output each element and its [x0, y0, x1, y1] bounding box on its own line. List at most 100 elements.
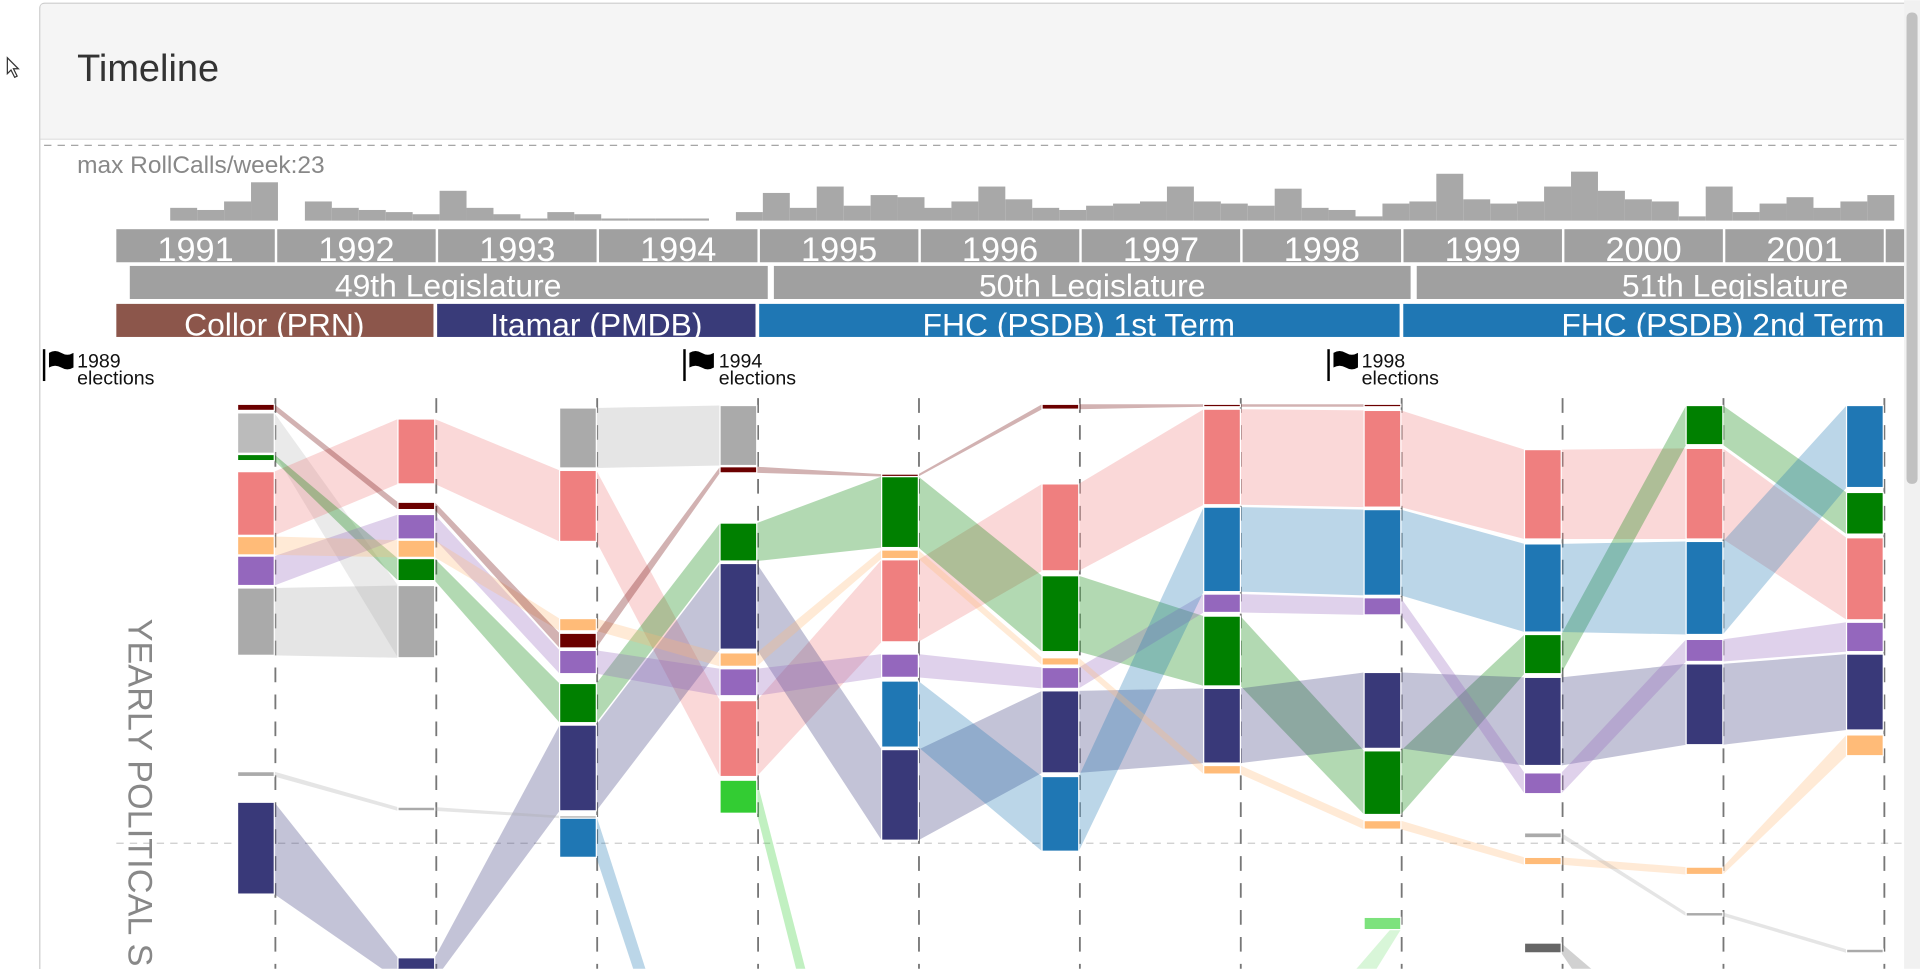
party-block	[236, 453, 275, 462]
party-block	[881, 559, 919, 643]
election-marker: 1998 elections	[1327, 349, 1439, 390]
party-flow	[236, 404, 1884, 816]
flag	[1333, 351, 1358, 370]
flow-band	[918, 483, 1043, 642]
party-block	[1363, 508, 1402, 596]
flow-band	[918, 690, 1043, 841]
party-block	[1523, 942, 1562, 954]
party-block	[881, 748, 919, 841]
flow-band	[596, 563, 720, 811]
legislature-label: 50th Legislature	[979, 268, 1205, 304]
year-label: 1992	[318, 231, 394, 269]
histogram-bar	[1705, 186, 1733, 221]
flow-band	[1400, 509, 1525, 633]
flow-band	[274, 771, 398, 811]
flow-band	[434, 418, 560, 542]
party-block	[881, 473, 919, 478]
president-label: Collor (PRN)	[184, 307, 364, 343]
party-flow	[881, 404, 1884, 852]
party-block	[558, 632, 597, 649]
party-block	[1845, 948, 1884, 954]
year-box	[920, 229, 1080, 263]
party-block	[1845, 653, 1884, 731]
histogram-bar	[1840, 201, 1868, 221]
flow-band	[274, 514, 398, 586]
histogram-bar	[1247, 205, 1275, 221]
flow-band	[1078, 657, 1204, 775]
histogram-bar	[1355, 216, 1383, 221]
histogram-bar	[843, 205, 871, 221]
flow-band	[756, 654, 882, 696]
year-box	[1242, 229, 1402, 263]
histogram-bar	[331, 207, 359, 221]
party-block	[1523, 676, 1562, 767]
flow-band	[1078, 594, 1204, 689]
histogram-bar	[170, 207, 198, 221]
flow-band	[1240, 672, 1365, 764]
party-block	[397, 539, 436, 558]
histogram-bar	[385, 212, 413, 221]
flow-band	[1078, 404, 1204, 410]
flow-band	[1400, 672, 1525, 766]
party-block	[1845, 734, 1884, 757]
party-block	[1041, 403, 1080, 410]
president-label: FHC (PSDB) 2nd Term	[1561, 307, 1884, 343]
histogram-bar	[1517, 201, 1545, 221]
histogram-bar	[1005, 199, 1033, 221]
party-block	[558, 815, 597, 819]
year-label: 1994	[640, 231, 716, 269]
party-block	[236, 555, 275, 587]
party-block	[558, 407, 597, 469]
party-block	[236, 403, 275, 412]
party-block	[1523, 856, 1562, 866]
flow-band	[1078, 688, 1204, 773]
party-block	[236, 471, 275, 536]
flow-band	[756, 559, 882, 777]
year-box	[116, 229, 275, 263]
party-block	[558, 724, 597, 812]
panel-header	[40, 3, 1905, 139]
histogram-bar	[1032, 207, 1060, 221]
party-block	[719, 562, 758, 650]
year-bar: 1991 1992 1993 1994 1995 1996 1997 1998 1999 2000…	[116, 229, 1911, 269]
party-flow	[236, 535, 1884, 876]
scrollbar-thumb[interactable]	[1906, 12, 1918, 484]
histogram-bar	[1544, 186, 1572, 221]
flow-band	[1561, 639, 1687, 794]
legislature-label: 51th Legislature	[1622, 268, 1849, 304]
party-block	[1845, 537, 1884, 621]
year-box	[759, 229, 919, 263]
histogram-label-text: max RollCalls/week:	[77, 152, 297, 179]
histogram-bar	[466, 207, 494, 221]
party-block	[236, 412, 275, 454]
party-block	[719, 700, 758, 778]
party-block	[1041, 690, 1080, 774]
histogram-bar	[1140, 201, 1167, 221]
party-block	[1685, 540, 1724, 636]
party-block	[1845, 491, 1884, 535]
party-block	[1685, 866, 1724, 876]
histogram-bar	[655, 218, 683, 221]
party-block	[397, 557, 436, 582]
party-block	[397, 957, 436, 969]
histogram-bar	[1086, 205, 1114, 221]
histogram-bar	[762, 192, 790, 221]
party-block	[1523, 772, 1562, 795]
party-block	[719, 522, 758, 562]
party-block	[236, 801, 275, 895]
party-block	[236, 771, 275, 778]
party-block	[558, 815, 597, 858]
flow-band	[274, 404, 398, 510]
histogram-bar	[816, 186, 844, 221]
histogram-bar	[1382, 203, 1410, 221]
party-block	[558, 682, 597, 724]
histogram-bar	[1328, 209, 1356, 221]
party-block	[719, 404, 758, 467]
legislature-label: 49th Legislature	[335, 268, 562, 304]
year-label: 1993	[479, 231, 555, 269]
flow-band	[1400, 410, 1525, 539]
flow-band	[1722, 622, 1847, 662]
flow-band	[434, 514, 560, 674]
party-flow	[236, 771, 597, 819]
